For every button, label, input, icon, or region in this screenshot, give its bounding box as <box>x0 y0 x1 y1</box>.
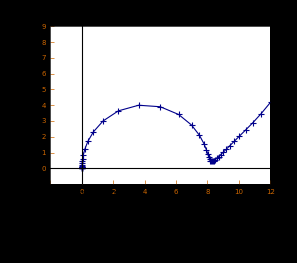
Text: Rₐ(Ω) = 8，   Cₐ(F/cm²) = 0.0001,   δ (cm) = 0.1,: Rₐ(Ω) = 8， Cₐ(F/cm²) = 0.0001, δ (cm) = … <box>36 210 184 216</box>
Text: 有限拡散（FD）の場合のNyquistプロット: 有限拡散（FD）の場合のNyquistプロット <box>96 13 201 22</box>
Text: 図１．有限拡散電荷移動の場合のナイキストプロット: 図１．有限拡散電荷移動の場合のナイキストプロット <box>24 191 120 197</box>
Y-axis label: z': z' <box>36 95 44 105</box>
X-axis label: z: z <box>158 196 163 206</box>
Text: D = 0.0001(cm²/s),   C (mol/cm³)= 0.00001: D = 0.0001(cm²/s), C (mol/cm³)= 0.00001 <box>36 230 171 236</box>
